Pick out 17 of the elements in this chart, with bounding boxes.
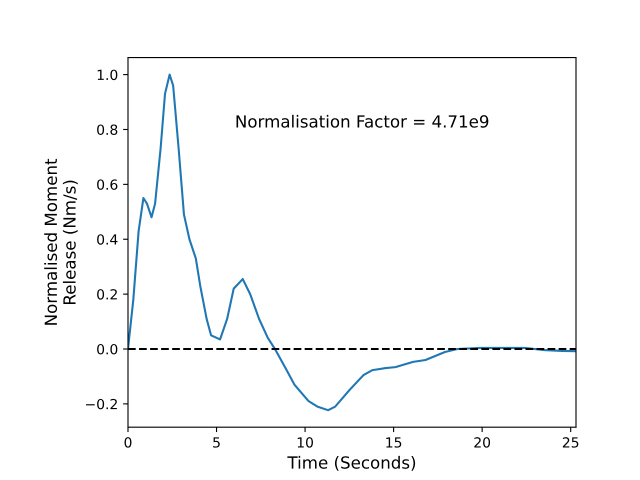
x-tick-label: 20	[474, 437, 490, 448]
x-tick-label: 15	[386, 437, 402, 448]
y-tick-label: 0.0	[97, 344, 118, 354]
y-tick-label: 0.4	[97, 234, 118, 245]
x-tick-label: 10	[298, 437, 313, 448]
y-tick-label: 0.2	[97, 289, 117, 300]
y-tick-label: 0.6	[97, 179, 118, 190]
y-tick-label: 1.0	[98, 70, 118, 80]
line-series	[128, 74, 576, 412]
y-axis-title: Normalised Moment Release (Nm/s)	[44, 158, 78, 325]
x-tick-label: 0	[124, 437, 132, 448]
x-tick-label: 5	[213, 437, 220, 448]
y-tick-label: −0.2	[86, 398, 117, 410]
x-tick-label: 25	[562, 437, 578, 448]
x-axis-title: Time (Seconds)	[287, 456, 416, 471]
y-tick-label: 0.8	[97, 124, 118, 135]
annotation: Normalisation Factor = 4.71e9	[236, 114, 488, 128]
